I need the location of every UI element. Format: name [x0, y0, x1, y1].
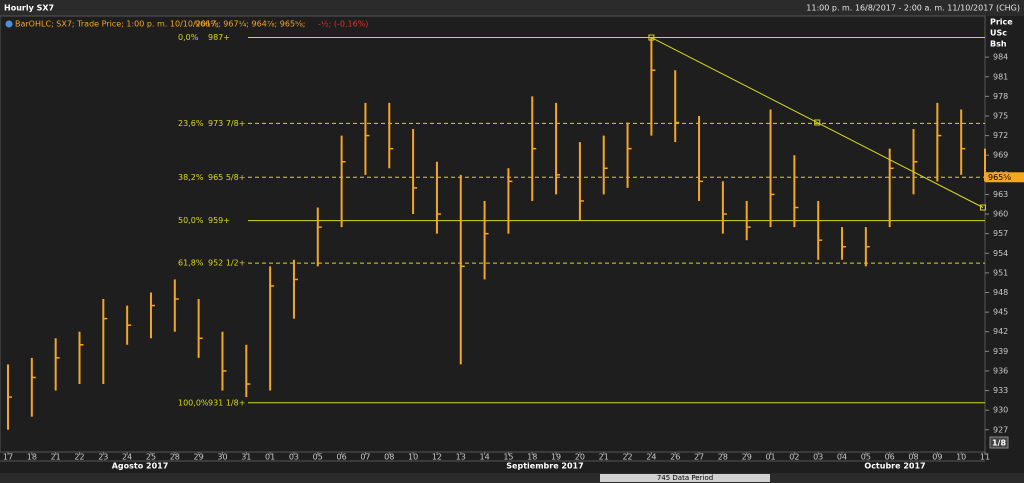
scrollbar[interactable]	[0, 473, 1024, 483]
x-tick-label: 30	[217, 453, 227, 462]
x-tick-label: 24	[646, 453, 656, 462]
y-tick-label: 948	[993, 288, 1008, 297]
x-tick-label: 11	[980, 453, 990, 462]
footer: 745 Data Period	[657, 474, 713, 482]
x-tick-label: 07	[360, 453, 370, 462]
header-bar	[0, 0, 1024, 16]
axis-title: Price	[990, 18, 1013, 27]
x-tick-label: 21	[51, 453, 61, 462]
x-tick-label: 12	[432, 453, 442, 462]
chart-title: Hourly SX7	[4, 4, 54, 13]
fib-price: 931 1/8+	[208, 398, 245, 407]
y-tick-label: 951	[993, 268, 1008, 277]
x-tick-label: 22	[74, 453, 84, 462]
x-tick-label: 01	[765, 453, 775, 462]
fib-price: 965 5/8+	[208, 173, 245, 182]
fib-ratio: 38,2%	[178, 173, 204, 182]
legend-change: -¹⁄₂; (-0,16%)	[318, 20, 368, 29]
x-tick-label: 05	[313, 453, 323, 462]
fib-ratio: 0,0%	[178, 33, 199, 42]
x-tick-label: 10	[408, 453, 418, 462]
fib-price: 959+	[208, 216, 230, 225]
period: 11:00 p. m. 16/8/2017 - 2:00 a. m. 11/10…	[806, 4, 1020, 13]
x-tick-label: 24	[122, 453, 132, 462]
x-tick-label: 15	[503, 453, 513, 462]
x-tick-label: 28	[170, 453, 180, 462]
x-tick-label: 21	[599, 453, 609, 462]
trend-handle	[648, 34, 655, 41]
x-tick-label: 06	[337, 453, 347, 462]
x-tick-label: 31	[241, 453, 251, 462]
x-tick-label: 08	[384, 453, 394, 462]
x-tick-label: 05	[861, 453, 871, 462]
y-tick-label: 978	[993, 92, 1008, 101]
month-label: Agosto 2017	[112, 462, 169, 471]
scroll-thumb[interactable]	[600, 474, 770, 482]
x-tick-label: 03	[289, 453, 299, 462]
fib-ratio: 23,6%	[178, 119, 204, 128]
x-tick-label: 22	[622, 453, 632, 462]
x-tick-label: 27	[694, 453, 704, 462]
fib-price: 952 1/2+	[208, 259, 245, 268]
x-tick-label: 29	[742, 453, 752, 462]
fib-ratio: 61,8%	[178, 259, 204, 268]
y-tick-label: 933	[993, 386, 1008, 395]
y-tick-label: 960	[993, 210, 1008, 219]
y-tick-label: 972	[993, 131, 1008, 140]
scale-button-label: 1/8	[992, 439, 1006, 448]
x-tick-label: 18	[527, 453, 537, 462]
fib-ratio: 50,0%	[178, 216, 204, 225]
x-tick-label: 23	[98, 453, 108, 462]
x-tick-label: 28	[718, 453, 728, 462]
month-label: Octubre 2017	[864, 462, 925, 471]
x-tick-label: 09	[932, 453, 942, 462]
y-tick-label: 981	[993, 72, 1008, 81]
x-tick-label: 13	[456, 453, 466, 462]
y-tick-label: 957	[993, 229, 1008, 238]
legend-icon	[5, 20, 13, 28]
y-tick-label: 939	[993, 347, 1008, 356]
y-tick-label: 984	[993, 53, 1008, 62]
y-tick-label: 930	[993, 406, 1008, 415]
last-price-tag	[985, 172, 1024, 183]
fib-ratio: 100,0%	[178, 398, 209, 407]
y-tick-label: 945	[993, 308, 1008, 317]
x-tick-label: 26	[670, 453, 680, 462]
y-tick-label: 963	[993, 190, 1008, 199]
x-tick-label: 18	[27, 453, 37, 462]
y-tick-label: 927	[993, 425, 1008, 434]
x-tick-label: 02	[789, 453, 799, 462]
x-tick-label: 19	[551, 453, 561, 462]
x-tick-label: 29	[194, 453, 204, 462]
axis-title: Bsh	[990, 40, 1007, 49]
y-tick-label: 975	[993, 111, 1008, 120]
scale-button[interactable]	[989, 436, 1009, 449]
x-tick-label: 03	[813, 453, 823, 462]
axis-title: USc	[990, 29, 1007, 38]
plot-area	[0, 15, 986, 453]
trend-line	[651, 37, 984, 208]
fib-price: 987+	[208, 33, 230, 42]
x-tick-label: 01	[265, 453, 275, 462]
legend-values: 966¹⁄₈; 967¹⁄₄; 964⁷⁄₈; 965⁵⁄₈;	[195, 20, 306, 29]
y-tick-label: 936	[993, 366, 1008, 375]
x-tick-label: 08	[908, 453, 918, 462]
y-tick-label: 954	[993, 249, 1008, 258]
legend-name: BarOHLC; SX7; Trade Price; 1:00 p. m. 10…	[15, 20, 219, 29]
y-tick-label: 942	[993, 327, 1008, 336]
x-tick-label: 04	[837, 453, 847, 462]
x-tick-label: 06	[885, 453, 895, 462]
fib-price: 973 7/8+	[208, 119, 245, 128]
trend-handle	[814, 119, 821, 126]
x-tick-label: 17	[3, 453, 13, 462]
trend-handle	[980, 204, 986, 211]
last-price-label: 965⁵⁄₈	[988, 173, 1011, 182]
month-label: Septiembre 2017	[506, 462, 583, 471]
x-tick-label: 14	[479, 453, 489, 462]
x-tick-label: 20	[575, 453, 585, 462]
x-tick-label: 10	[956, 453, 966, 462]
x-tick-label: 25	[146, 453, 156, 462]
y-tick-label: 969	[993, 151, 1008, 160]
